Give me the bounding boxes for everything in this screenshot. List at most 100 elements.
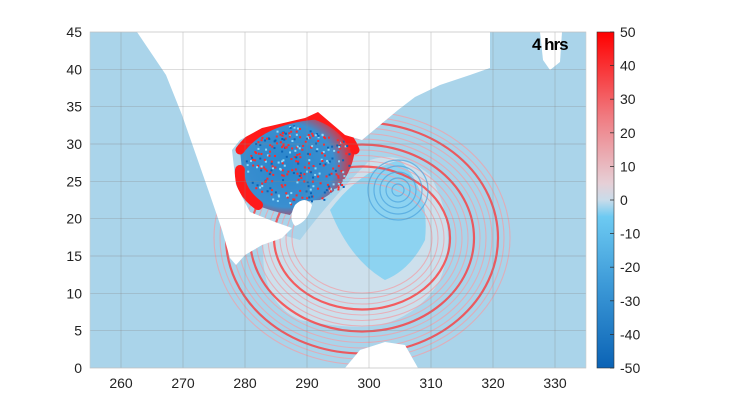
wave-speckle xyxy=(314,173,317,176)
wave-speckle xyxy=(310,200,313,203)
wave-speckle xyxy=(312,185,315,188)
wave-speckle xyxy=(270,169,273,172)
wave-speckle xyxy=(295,156,298,159)
wave-speckle xyxy=(337,186,340,189)
wave-speckle xyxy=(293,155,296,158)
wave-speckle xyxy=(307,133,310,136)
wave-speckle xyxy=(329,193,332,196)
wave-speckle xyxy=(292,172,295,175)
wave-speckle xyxy=(281,174,284,177)
wave-speckle xyxy=(266,190,269,193)
wave-speckle xyxy=(295,130,298,133)
wave-speckle xyxy=(296,145,299,148)
wave-speckle xyxy=(246,164,249,167)
wave-speckle xyxy=(328,187,331,190)
wave-speckle xyxy=(306,181,309,184)
wave-speckle xyxy=(273,140,276,143)
wave-speckle xyxy=(259,186,262,189)
wave-speckle xyxy=(256,184,259,187)
wave-speckle xyxy=(336,144,339,147)
colorbar-tick-label: -50 xyxy=(620,360,640,376)
wave-speckle xyxy=(259,144,262,147)
wave-speckle xyxy=(282,131,285,134)
wave-speckle xyxy=(325,189,328,192)
wave-speckle xyxy=(341,141,344,144)
wave-ring-local xyxy=(391,183,405,197)
wave-speckle xyxy=(291,140,294,143)
wave-speckle xyxy=(282,159,285,162)
wave-speckle xyxy=(316,148,319,151)
wave-speckle xyxy=(297,178,300,181)
wave-speckle xyxy=(329,187,332,190)
wave-speckle xyxy=(283,138,286,141)
wave-speckle xyxy=(327,148,330,151)
wave-speckle xyxy=(326,159,329,162)
wave-speckle xyxy=(321,152,324,155)
wave-speckle xyxy=(250,154,253,157)
wave-speckle xyxy=(251,181,254,184)
wave-speckle xyxy=(299,172,302,175)
wave-speckle xyxy=(308,136,311,139)
wave-speckle xyxy=(299,174,302,177)
wave-speckle xyxy=(281,134,284,137)
wave-speckle xyxy=(286,173,289,176)
y-tick-label: 5 xyxy=(74,323,82,339)
wave-speckle xyxy=(317,175,320,178)
wave-speckle xyxy=(271,180,274,183)
wave-speckle xyxy=(273,147,276,150)
wave-speckle xyxy=(327,146,330,149)
wave-speckle xyxy=(264,160,267,163)
wave-speckle xyxy=(260,166,263,169)
colorbar-tick-label: -40 xyxy=(620,326,640,342)
wave-speckle xyxy=(321,134,324,137)
wave-speckle xyxy=(266,169,269,172)
wave-speckle xyxy=(348,147,351,150)
wave-speckle xyxy=(284,146,287,149)
y-tick-label: 20 xyxy=(66,211,82,227)
wave-speckle xyxy=(257,164,260,167)
wave-speckle xyxy=(322,164,325,167)
wave-speckle xyxy=(274,191,277,194)
wave-speckle xyxy=(275,135,278,138)
wave-speckle xyxy=(323,136,326,139)
wave-speckle xyxy=(263,166,266,169)
wave-speckle xyxy=(252,164,255,167)
wave-speckle xyxy=(264,180,267,183)
wave-speckle xyxy=(263,158,266,161)
wave-speckle xyxy=(256,166,259,169)
wave-speckle xyxy=(282,179,285,182)
wave-speckle xyxy=(323,191,326,194)
land-north xyxy=(137,32,490,265)
plot-frame xyxy=(89,31,587,369)
wave-speckle xyxy=(337,165,340,168)
wave-speckle xyxy=(251,156,254,159)
wave-speckle xyxy=(322,150,325,153)
wave-speckle xyxy=(324,137,327,140)
wave-speckle xyxy=(296,172,299,175)
wave-speckle xyxy=(261,182,264,185)
wave-speckle xyxy=(338,160,341,163)
x-tick-label: 270 xyxy=(171,375,195,391)
wave-speckle xyxy=(257,152,260,155)
wave-speckle xyxy=(254,150,257,153)
colorbar-tick-label: -10 xyxy=(620,226,640,242)
x-tick-label: 290 xyxy=(295,375,319,391)
wave-speckle xyxy=(299,127,302,130)
wave-speckle xyxy=(281,169,284,172)
wave-speckle xyxy=(271,165,274,168)
wave-speckle xyxy=(274,166,277,169)
wave-speckle xyxy=(337,182,340,185)
x-tick-label: 320 xyxy=(481,375,505,391)
wave-speckle xyxy=(346,144,349,147)
wave-speckle xyxy=(337,151,340,154)
wave-speckle xyxy=(319,163,322,166)
wave-speckle xyxy=(342,140,345,143)
wave-speckle xyxy=(292,198,295,201)
wave-speckle xyxy=(297,160,300,163)
wave-speckle xyxy=(291,169,294,172)
wave-speckle xyxy=(282,143,285,146)
wave-speckle xyxy=(247,170,250,173)
wave-speckle xyxy=(311,132,314,135)
colorbar-tick-label: 0 xyxy=(620,192,628,208)
wave-speckle xyxy=(279,168,282,171)
